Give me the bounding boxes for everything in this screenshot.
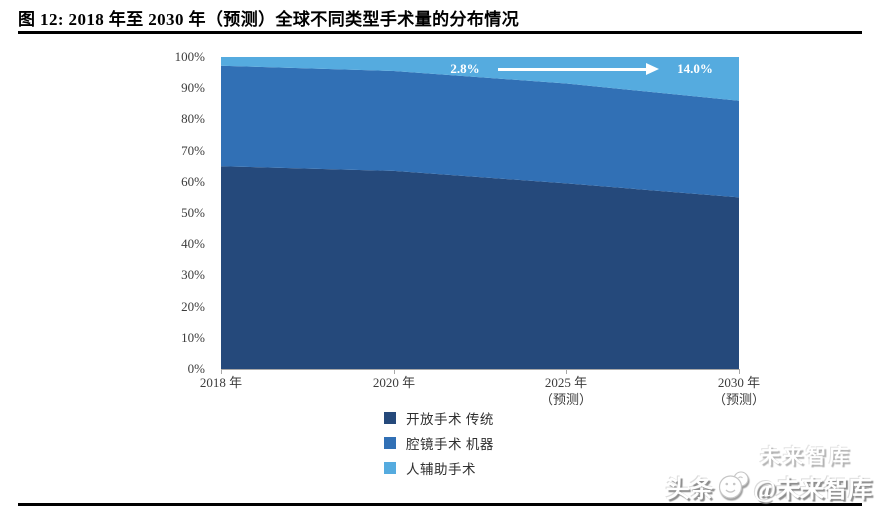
legend-item-assisted-surgery: 人辅助手术 xyxy=(384,460,494,477)
y-tick-label: 70% xyxy=(181,142,205,158)
area-band-1 xyxy=(221,65,739,198)
watermark-suffix: @未来智库 xyxy=(753,477,872,503)
x-label-line1: 2020 年 xyxy=(372,375,416,390)
legend-item-open-surgery: 开放手术 传统 xyxy=(384,410,494,427)
y-tick-label: 10% xyxy=(181,329,205,345)
x-tick-mark xyxy=(221,370,222,374)
x-tick-mark xyxy=(393,370,395,374)
x-axis-line xyxy=(221,369,740,370)
y-tick-label: 80% xyxy=(181,111,205,127)
x-label-2020: 2020 年 xyxy=(346,374,442,391)
legend-swatch-dark-blue xyxy=(384,412,396,424)
area-band-2 xyxy=(221,57,739,101)
figure-title: 图 12: 2018 年至 2030 年（预测）全球不同类型手术量的分布情况 xyxy=(18,10,520,29)
annotation-arrow-head-icon xyxy=(646,63,659,75)
y-tick-label: 100% xyxy=(174,49,205,64)
stacked-area-plot: 2.8% 14.0% xyxy=(221,57,739,369)
legend-label: 人辅助手术 xyxy=(406,462,476,477)
x-label-line2: （预测） xyxy=(712,392,765,407)
x-label-2018: 2018 年 xyxy=(173,374,269,391)
x-label-line1: 2030 年 xyxy=(717,375,761,390)
legend-item-laparoscopic-surgery: 腔镜手术 机器 xyxy=(384,435,494,452)
area-band-0 xyxy=(221,166,739,369)
y-tick-label: 40% xyxy=(181,236,205,252)
x-label-line1: 2018 年 xyxy=(199,375,243,390)
smiley-faces-icon xyxy=(718,470,749,499)
annotation-arrow-line xyxy=(498,68,647,71)
legend: 开放手术 传统 腔镜手术 机器 人辅助手术 xyxy=(384,410,494,477)
y-tick-label: 0% xyxy=(187,361,205,376)
watermark-ghost-text: 未来智库 xyxy=(760,446,852,468)
area-chart-svg xyxy=(221,57,739,369)
legend-label: 开放手术 传统 xyxy=(406,412,494,427)
x-label-2030: 2030 年 （预测） xyxy=(691,374,787,408)
x-label-2025: 2025 年 （预测） xyxy=(518,374,614,408)
watermark-prefix: 头条 xyxy=(665,477,714,503)
y-tick-label: 20% xyxy=(181,298,205,314)
x-label-line1: 2025 年 xyxy=(544,375,588,390)
bottom-divider xyxy=(18,503,862,506)
watermark: 未来智库 头条 @未来智库 xyxy=(666,446,872,506)
y-tick-label: 30% xyxy=(181,267,205,283)
annotation-start-value: 2.8% xyxy=(450,61,480,76)
y-tick-label: 90% xyxy=(181,80,205,96)
y-tick-label: 50% xyxy=(181,205,205,220)
watermark-main-text: 头条 @未来智库 xyxy=(666,469,872,504)
legend-label: 腔镜手术 机器 xyxy=(406,437,494,452)
title-divider xyxy=(18,31,862,34)
annotation-end-value: 14.0% xyxy=(677,61,713,76)
legend-swatch-medium-blue xyxy=(384,437,396,449)
legend-swatch-light-blue xyxy=(384,462,396,474)
y-tick-label: 60% xyxy=(181,173,205,189)
x-tick-mark xyxy=(566,370,568,374)
x-tick-mark xyxy=(739,370,740,374)
x-label-line2: （预测） xyxy=(539,392,592,407)
